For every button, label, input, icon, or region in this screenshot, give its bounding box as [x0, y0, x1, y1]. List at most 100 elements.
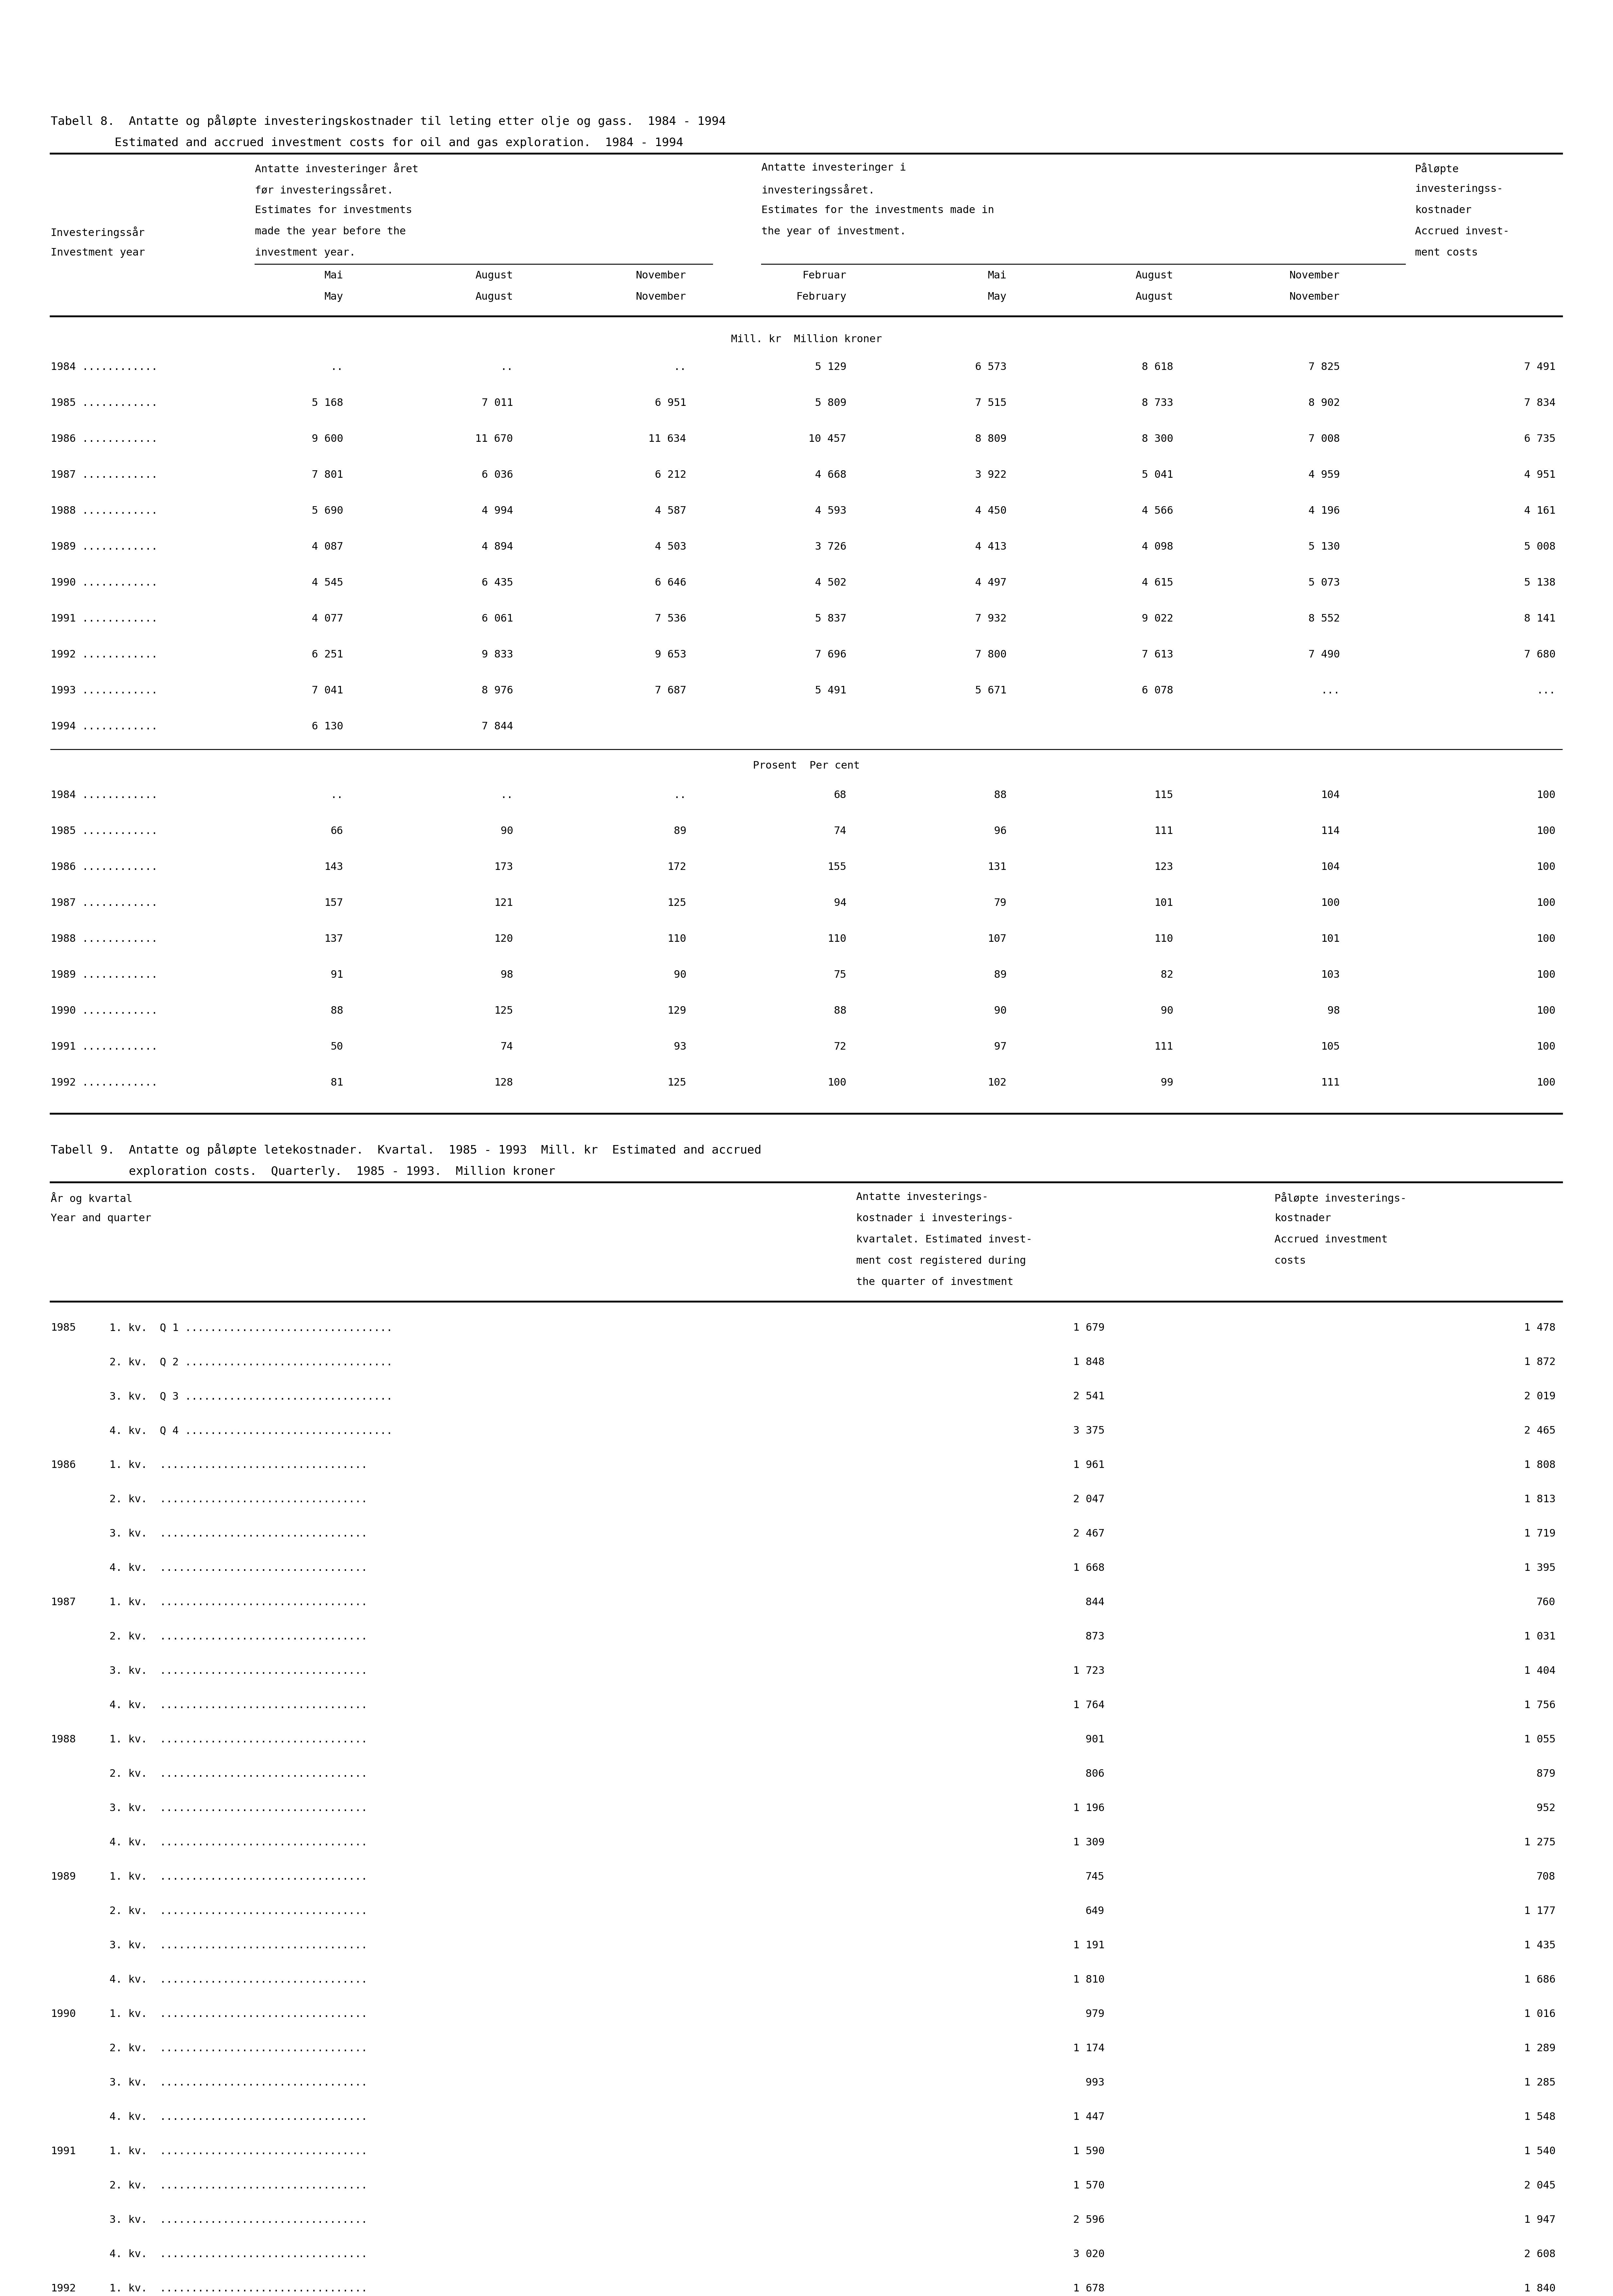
Text: 5 129: 5 129: [815, 363, 847, 372]
Text: 100: 100: [1537, 861, 1555, 872]
Text: 7 825: 7 825: [1308, 363, 1340, 372]
Text: Påløpte investerings-: Påløpte investerings-: [1274, 1192, 1407, 1203]
Text: 879: 879: [1537, 1768, 1555, 1779]
Text: 5 138: 5 138: [1524, 579, 1555, 588]
Text: 1. kv.  .................................: 1. kv. .................................: [110, 1871, 368, 1883]
Text: 3. kv.  .................................: 3. kv. .................................: [110, 1529, 368, 1538]
Text: 1 055: 1 055: [1524, 1733, 1555, 1745]
Text: 93: 93: [674, 1042, 686, 1052]
Text: 1 191: 1 191: [1073, 1940, 1105, 1952]
Text: 7 687: 7 687: [655, 687, 686, 696]
Text: Accrued invest-: Accrued invest-: [1415, 227, 1510, 236]
Text: 103: 103: [1321, 969, 1340, 980]
Text: Investment year: Investment year: [50, 248, 145, 257]
Text: 4. kv.  Q 4 .................................: 4. kv. Q 4 .............................…: [110, 1426, 392, 1435]
Text: 1992 ............: 1992 ............: [50, 1077, 158, 1088]
Text: 1994 ............: 1994 ............: [50, 721, 158, 732]
Text: 88: 88: [834, 1006, 847, 1015]
Text: 1 275: 1 275: [1524, 1837, 1555, 1848]
Text: 1 478: 1 478: [1524, 1322, 1555, 1334]
Text: 1984 ............: 1984 ............: [50, 790, 158, 801]
Text: 1 961: 1 961: [1073, 1460, 1105, 1469]
Text: 1 570: 1 570: [1073, 2181, 1105, 2190]
Text: 1 590: 1 590: [1073, 2147, 1105, 2156]
Text: 2 608: 2 608: [1524, 2250, 1555, 2259]
Text: 111: 111: [1155, 827, 1173, 836]
Text: 129: 129: [668, 1006, 686, 1015]
Text: 952: 952: [1537, 1802, 1555, 1814]
Text: 5 168: 5 168: [311, 397, 344, 409]
Text: 5 041: 5 041: [1142, 471, 1173, 480]
Text: 6 646: 6 646: [655, 579, 686, 588]
Text: Mai: Mai: [324, 271, 344, 280]
Text: 74: 74: [834, 827, 847, 836]
Text: 6 735: 6 735: [1524, 434, 1555, 443]
Text: ..: ..: [500, 790, 513, 801]
Text: 104: 104: [1321, 790, 1340, 801]
Text: 110: 110: [1155, 934, 1173, 944]
Text: 10 457: 10 457: [808, 434, 847, 443]
Text: 1989: 1989: [50, 1871, 76, 1883]
Text: 4 077: 4 077: [311, 613, 344, 625]
Text: 2 596: 2 596: [1073, 2216, 1105, 2225]
Text: 1991: 1991: [50, 2147, 76, 2156]
Text: 110: 110: [827, 934, 847, 944]
Text: 1985 ............: 1985 ............: [50, 827, 158, 836]
Text: 6 078: 6 078: [1142, 687, 1173, 696]
Text: 88: 88: [331, 1006, 344, 1015]
Text: 6 212: 6 212: [655, 471, 686, 480]
Text: 4 566: 4 566: [1142, 505, 1173, 517]
Text: 6 435: 6 435: [482, 579, 513, 588]
Text: 1 395: 1 395: [1524, 1564, 1555, 1573]
Text: 111: 111: [1321, 1077, 1340, 1088]
Text: 79: 79: [994, 898, 1007, 909]
Text: 745: 745: [1086, 1871, 1105, 1883]
Text: 102: 102: [987, 1077, 1007, 1088]
Text: 98: 98: [1327, 1006, 1340, 1015]
Text: 1993 ............: 1993 ............: [50, 687, 158, 696]
Text: 1990: 1990: [50, 2009, 76, 2018]
Text: 1 723: 1 723: [1073, 1667, 1105, 1676]
Text: 1. kv.  .................................: 1. kv. .................................: [110, 1460, 368, 1469]
Text: 1 404: 1 404: [1524, 1667, 1555, 1676]
Text: 128: 128: [494, 1077, 513, 1088]
Text: 125: 125: [668, 898, 686, 909]
Text: 1985: 1985: [50, 1322, 76, 1334]
Text: 7 491: 7 491: [1524, 363, 1555, 372]
Text: August: August: [1136, 271, 1173, 280]
Text: 1 196: 1 196: [1073, 1802, 1105, 1814]
Text: 5 671: 5 671: [974, 687, 1007, 696]
Text: the year of investment.: the year of investment.: [761, 227, 907, 236]
Text: November: November: [636, 271, 686, 280]
Text: 806: 806: [1086, 1768, 1105, 1779]
Text: 1 678: 1 678: [1073, 2285, 1105, 2294]
Text: 844: 844: [1086, 1598, 1105, 1607]
Text: 88: 88: [994, 790, 1007, 801]
Text: 104: 104: [1321, 861, 1340, 872]
Text: 4. kv.  .................................: 4. kv. .................................: [110, 1564, 368, 1573]
Text: 2 465: 2 465: [1524, 1426, 1555, 1435]
Text: 3. kv.  .................................: 3. kv. .................................: [110, 2078, 368, 2087]
Text: May: May: [324, 292, 344, 303]
Text: made the year before the: made the year before the: [255, 227, 406, 236]
Text: 100: 100: [1537, 790, 1555, 801]
Text: August: August: [476, 271, 513, 280]
Text: 4 587: 4 587: [655, 505, 686, 517]
Text: 7 536: 7 536: [655, 613, 686, 625]
Text: 979: 979: [1086, 2009, 1105, 2018]
Text: 1988: 1988: [50, 1733, 76, 1745]
Text: 4 894: 4 894: [482, 542, 513, 551]
Text: 7 696: 7 696: [815, 650, 847, 659]
Text: 1 840: 1 840: [1524, 2285, 1555, 2294]
Text: 157: 157: [324, 898, 344, 909]
Text: 8 618: 8 618: [1142, 363, 1173, 372]
Text: 2 045: 2 045: [1524, 2181, 1555, 2190]
Text: 4 098: 4 098: [1142, 542, 1173, 551]
Text: 1 808: 1 808: [1524, 1460, 1555, 1469]
Text: 9 653: 9 653: [655, 650, 686, 659]
Text: Påløpte: Påløpte: [1415, 163, 1460, 174]
Text: 1987 ............: 1987 ............: [50, 471, 158, 480]
Text: 7 844: 7 844: [482, 721, 513, 732]
Text: 873: 873: [1086, 1632, 1105, 1642]
Text: 131: 131: [987, 861, 1007, 872]
